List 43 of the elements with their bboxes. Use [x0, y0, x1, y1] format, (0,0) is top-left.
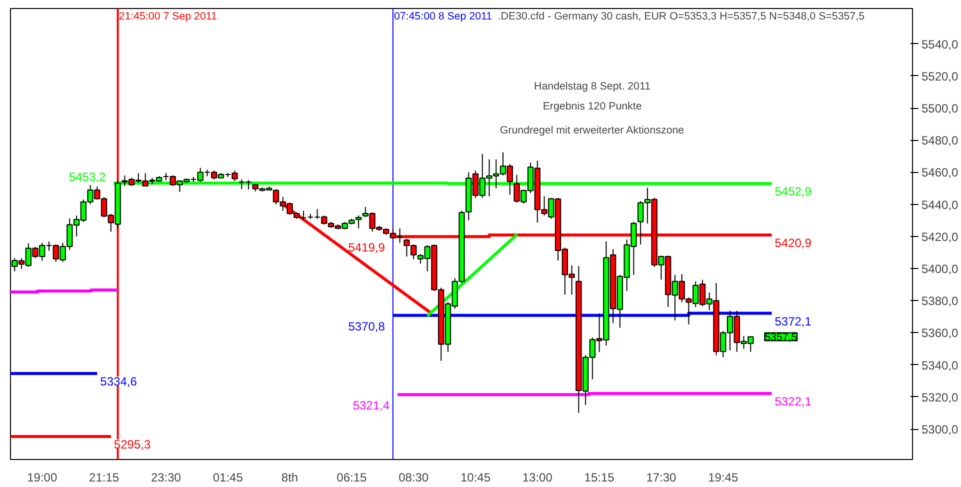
- ref-line-label: 21:45:00 7 Sep 2011: [118, 10, 218, 22]
- y-tick-label: 5380,0: [922, 294, 959, 308]
- x-tick-label: 10:45: [460, 470, 491, 484]
- ref-line-label: 07:45:00 8 Sep 2011: [394, 10, 492, 22]
- annotation: 5321,4: [352, 398, 390, 413]
- x-tick-label: 19:00: [27, 470, 58, 484]
- chart-title: .DE30.cfd - Germany 30 cash, EUR O=5353,3 H=5357,5 N=5348,0 S=5357,5: [498, 10, 865, 22]
- candlestick: [245, 180, 252, 190]
- x-tick-label: 06:15: [336, 470, 368, 484]
- y-tick-label: 5320,0: [922, 390, 959, 404]
- x-tick-label: 19:45: [708, 470, 738, 484]
- annotation: 5372,1: [774, 314, 812, 328]
- x-tick-label: 23:30: [150, 470, 182, 484]
- annotation: Grundregel mit erweiterter Aktionszone: [500, 124, 684, 136]
- x-tick-label: 17:30: [646, 470, 677, 484]
- annotation: 5453,2: [68, 170, 106, 184]
- y-tick-label: 5460,0: [922, 166, 959, 180]
- y-tick-label: 5340,0: [922, 358, 959, 372]
- annotation: 5322,1: [774, 394, 812, 409]
- y-tick-label: 5440,0: [922, 198, 959, 212]
- x-tick-label: 8th: [281, 470, 298, 484]
- y-tick-label: 5360,0: [922, 326, 959, 340]
- candlestick: [238, 178, 245, 190]
- annotation: 5420,9: [774, 236, 812, 250]
- annotation: 5452,9: [774, 184, 812, 199]
- y-tick-label: 5420,0: [922, 230, 959, 244]
- x-tick-label: 01:45: [212, 470, 244, 484]
- annotation: 5419,9: [348, 240, 386, 255]
- x-tick-label: 13:00: [522, 470, 553, 484]
- annotation: Handelstag 8 Sept. 2011: [534, 80, 651, 92]
- x-tick-label: 08:30: [398, 470, 429, 484]
- annotation: 5295,3: [114, 438, 151, 452]
- annotation: 5334,6: [100, 374, 138, 388]
- y-tick-label: 5300,0: [922, 422, 959, 437]
- annotation: Ergebnis 120 Punkte: [542, 100, 642, 112]
- y-tick-label: 5400,0: [922, 262, 959, 276]
- y-tick-label: 5500,0: [922, 102, 959, 116]
- annotation: 5370,8: [348, 319, 386, 334]
- y-tick-label: 5520,0: [922, 69, 959, 84]
- x-tick-label: 15:15: [584, 470, 615, 484]
- x-tick-label: 21:15: [89, 470, 120, 484]
- y-tick-label: 5480,0: [922, 134, 959, 148]
- y-tick-label: 5540,0: [922, 37, 959, 52]
